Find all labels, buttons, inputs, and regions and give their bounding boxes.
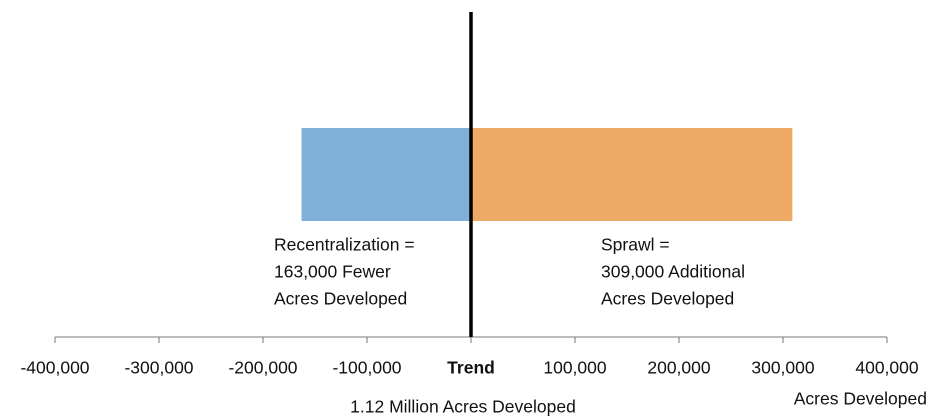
x-tick-label: 400,000 bbox=[855, 358, 919, 378]
annotation: 163,000 Fewer bbox=[274, 262, 391, 282]
x-tick-label: 100,000 bbox=[543, 358, 607, 378]
x-tick-label: 200,000 bbox=[647, 358, 711, 378]
x-tick-label: -200,000 bbox=[228, 358, 297, 378]
annotation: Acres Developed bbox=[601, 289, 734, 309]
annotation: 309,000 Additional bbox=[601, 262, 745, 282]
x-tick-label: Trend bbox=[447, 358, 495, 378]
x-tick-label: 300,000 bbox=[751, 358, 815, 378]
x-tick-label: -400,000 bbox=[20, 358, 89, 378]
subtitle: 1.12 Million Acres Developed bbox=[350, 397, 576, 417]
annotation: Acres Developed bbox=[274, 289, 407, 309]
bar bbox=[471, 128, 793, 221]
annotation: Recentralization = bbox=[274, 235, 415, 255]
bar bbox=[301, 128, 471, 221]
x-tick-label: -300,000 bbox=[124, 358, 193, 378]
x-axis-label: Acres Developed bbox=[794, 389, 927, 409]
annotation: Sprawl = bbox=[601, 235, 670, 255]
x-tick-label: -100,000 bbox=[332, 358, 401, 378]
